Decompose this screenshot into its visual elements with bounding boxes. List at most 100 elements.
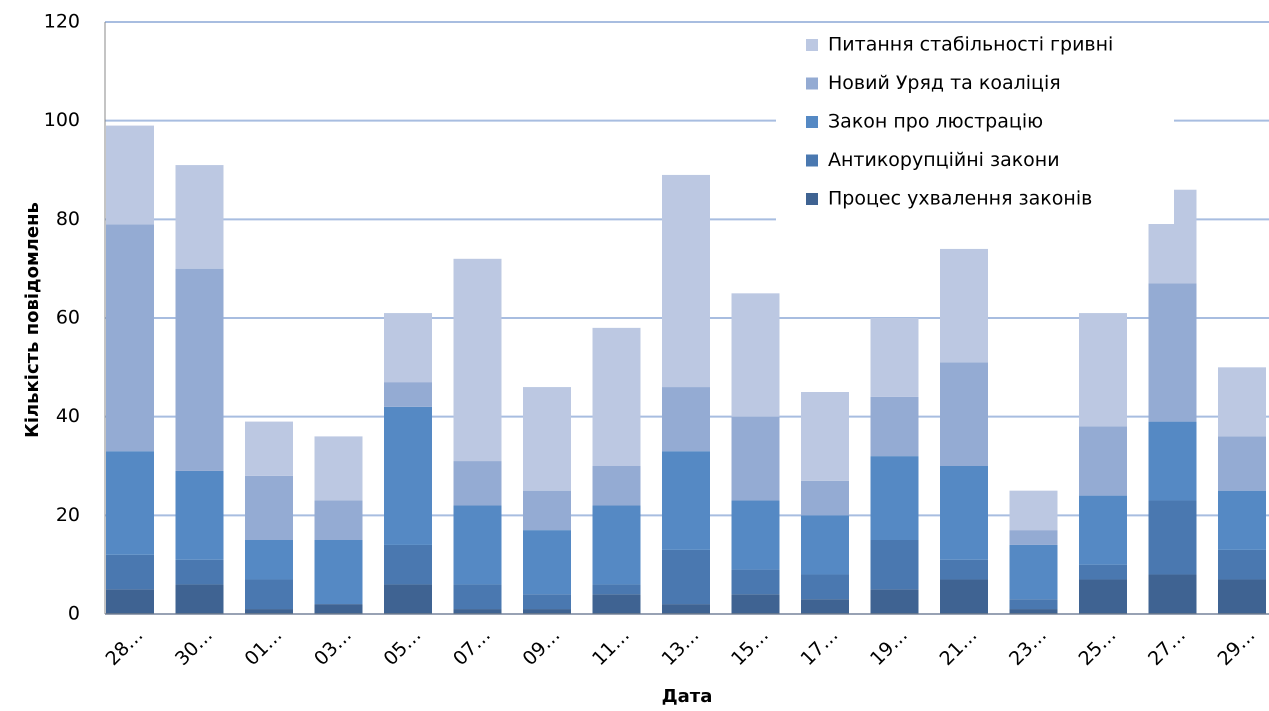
bar-segment [1009, 490, 1058, 531]
bar-segment [175, 165, 224, 269]
bar-segment [523, 387, 571, 491]
bar-segment [1218, 579, 1266, 614]
bar-segment [384, 313, 432, 383]
bar-segment [453, 609, 502, 614]
bar-segment [1218, 490, 1266, 550]
bar-segment [662, 451, 710, 550]
bar-segment [384, 544, 432, 585]
bar-segment [1009, 544, 1058, 600]
bar-segment [384, 382, 432, 407]
legend-box [776, 24, 1174, 224]
x-tick-label: 05… [379, 624, 425, 670]
bar-segment [731, 569, 780, 595]
bar-segment [453, 461, 502, 506]
bar-segment [453, 584, 502, 610]
bar-segment [1079, 313, 1127, 427]
legend-label: Процес ухвалення законів [828, 188, 1092, 210]
bar-segment [801, 392, 849, 481]
legend-swatch [806, 116, 818, 128]
legend-swatch [806, 193, 818, 205]
bar-segment [662, 604, 710, 614]
bar-segment [175, 559, 224, 585]
y-axis-title: Кількість повідомлень [22, 202, 43, 438]
bar-segment [384, 584, 432, 614]
bar-segment [314, 540, 363, 605]
bar-segment [940, 559, 988, 580]
bar-segment [870, 540, 919, 590]
bar-segment [1148, 283, 1197, 422]
x-tick-label: 25… [1074, 624, 1120, 670]
bar-segment [245, 540, 293, 580]
x-tick-label: 11… [588, 624, 634, 670]
bar-segment [1009, 609, 1058, 614]
bar-segment [592, 327, 641, 466]
x-tick-label: 19… [866, 624, 912, 670]
legend-label: Новий Уряд та коаліція [828, 72, 1061, 94]
legend-label: Закон про люстрацію [828, 111, 1043, 133]
bar-segment [940, 362, 988, 466]
bar-segment [106, 224, 154, 452]
x-tick-label: 17… [796, 624, 842, 670]
legend-swatch [806, 77, 818, 90]
bar-segment [662, 387, 710, 452]
bar-segment [314, 604, 363, 614]
x-tick-label: 29… [1213, 624, 1259, 670]
bar-segment [523, 609, 571, 614]
legend-label: Питання стабільності гривні [828, 34, 1113, 56]
bar-segment [314, 500, 363, 540]
y-tick-label: 100 [44, 109, 80, 131]
x-tick-label: 03… [310, 624, 356, 670]
bar-segment [1079, 495, 1127, 565]
bar-segment [106, 554, 154, 590]
bar-segment [1009, 599, 1058, 610]
bar-segment [106, 125, 154, 225]
y-tick-label: 60 [56, 307, 80, 329]
x-tick-label: 15… [727, 624, 773, 670]
bar-segment [1218, 549, 1266, 580]
bar-segment [175, 268, 224, 471]
bar-segment [731, 500, 780, 570]
bar-segment [523, 594, 571, 610]
bar-segment [245, 421, 293, 476]
legend-swatch [806, 39, 818, 51]
legend-swatch [806, 154, 818, 167]
bar-segment [801, 599, 849, 614]
x-tick-label: 23… [1005, 624, 1051, 670]
bar-segment [523, 490, 571, 531]
bar-segment [1009, 530, 1058, 545]
x-tick-label: 28… [101, 624, 147, 670]
bar-segment [245, 475, 293, 540]
bar-segment [1079, 579, 1127, 614]
bar-segment [801, 574, 849, 600]
bar-segment [175, 470, 224, 560]
bar-segment [453, 258, 502, 462]
bar-segment [1148, 574, 1197, 614]
bar-segment [731, 594, 780, 614]
bar-segment [870, 456, 919, 540]
bar-segment [592, 505, 641, 585]
bar-segment [592, 594, 641, 614]
x-tick-label: 13… [657, 624, 703, 670]
y-tick-label: 120 [44, 11, 80, 33]
bar-segment [662, 174, 710, 388]
bar-segment [1218, 367, 1266, 437]
bar-segment [731, 416, 780, 501]
bar-segment [870, 396, 919, 457]
x-tick-label: 21… [935, 624, 981, 670]
bar-segment [1148, 421, 1197, 501]
bar-segment [940, 466, 988, 560]
bar-segment [731, 293, 780, 417]
x-axis-title: Дата [662, 686, 713, 707]
bar-segment [870, 589, 919, 614]
bar-segment [106, 451, 154, 555]
legend-label: Антикорупційні закони [828, 149, 1060, 171]
bar-segment [801, 515, 849, 575]
bar-segment [453, 505, 502, 585]
bar-segment [870, 318, 919, 397]
bar-segment [523, 530, 571, 595]
bar-segment [245, 579, 293, 610]
bar-segment [1079, 564, 1127, 580]
x-tick-label: 30… [171, 624, 217, 670]
y-tick-label: 80 [56, 208, 80, 230]
